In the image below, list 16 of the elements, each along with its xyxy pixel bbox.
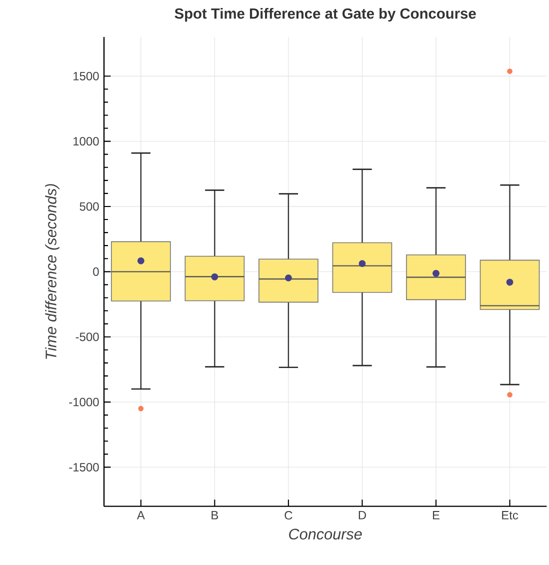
x-axis-title: Concourse: [289, 528, 362, 540]
chart-title: Spot Time Difference at Gate by Concourse: [174, 8, 476, 22]
y-axis-title: Time difference (seconds): [45, 184, 60, 359]
y-tick-label: 0: [93, 267, 99, 276]
y-tick-label: -1000: [69, 398, 99, 406]
x-tick-label: C: [284, 511, 292, 520]
y-tick-label: -1500: [69, 462, 99, 472]
y-tick-label: 1500: [74, 72, 99, 80]
x-tick-label: B: [212, 511, 218, 520]
x-tick-label: D: [358, 511, 366, 520]
x-tick-label: Etc: [502, 511, 518, 520]
x-tick-label: A: [136, 511, 145, 520]
x-tick-label: E: [432, 511, 440, 520]
y-tick-label: 500: [80, 202, 99, 211]
y-tick-label: 1000: [74, 137, 99, 146]
y-tick-label: -500: [76, 332, 99, 342]
